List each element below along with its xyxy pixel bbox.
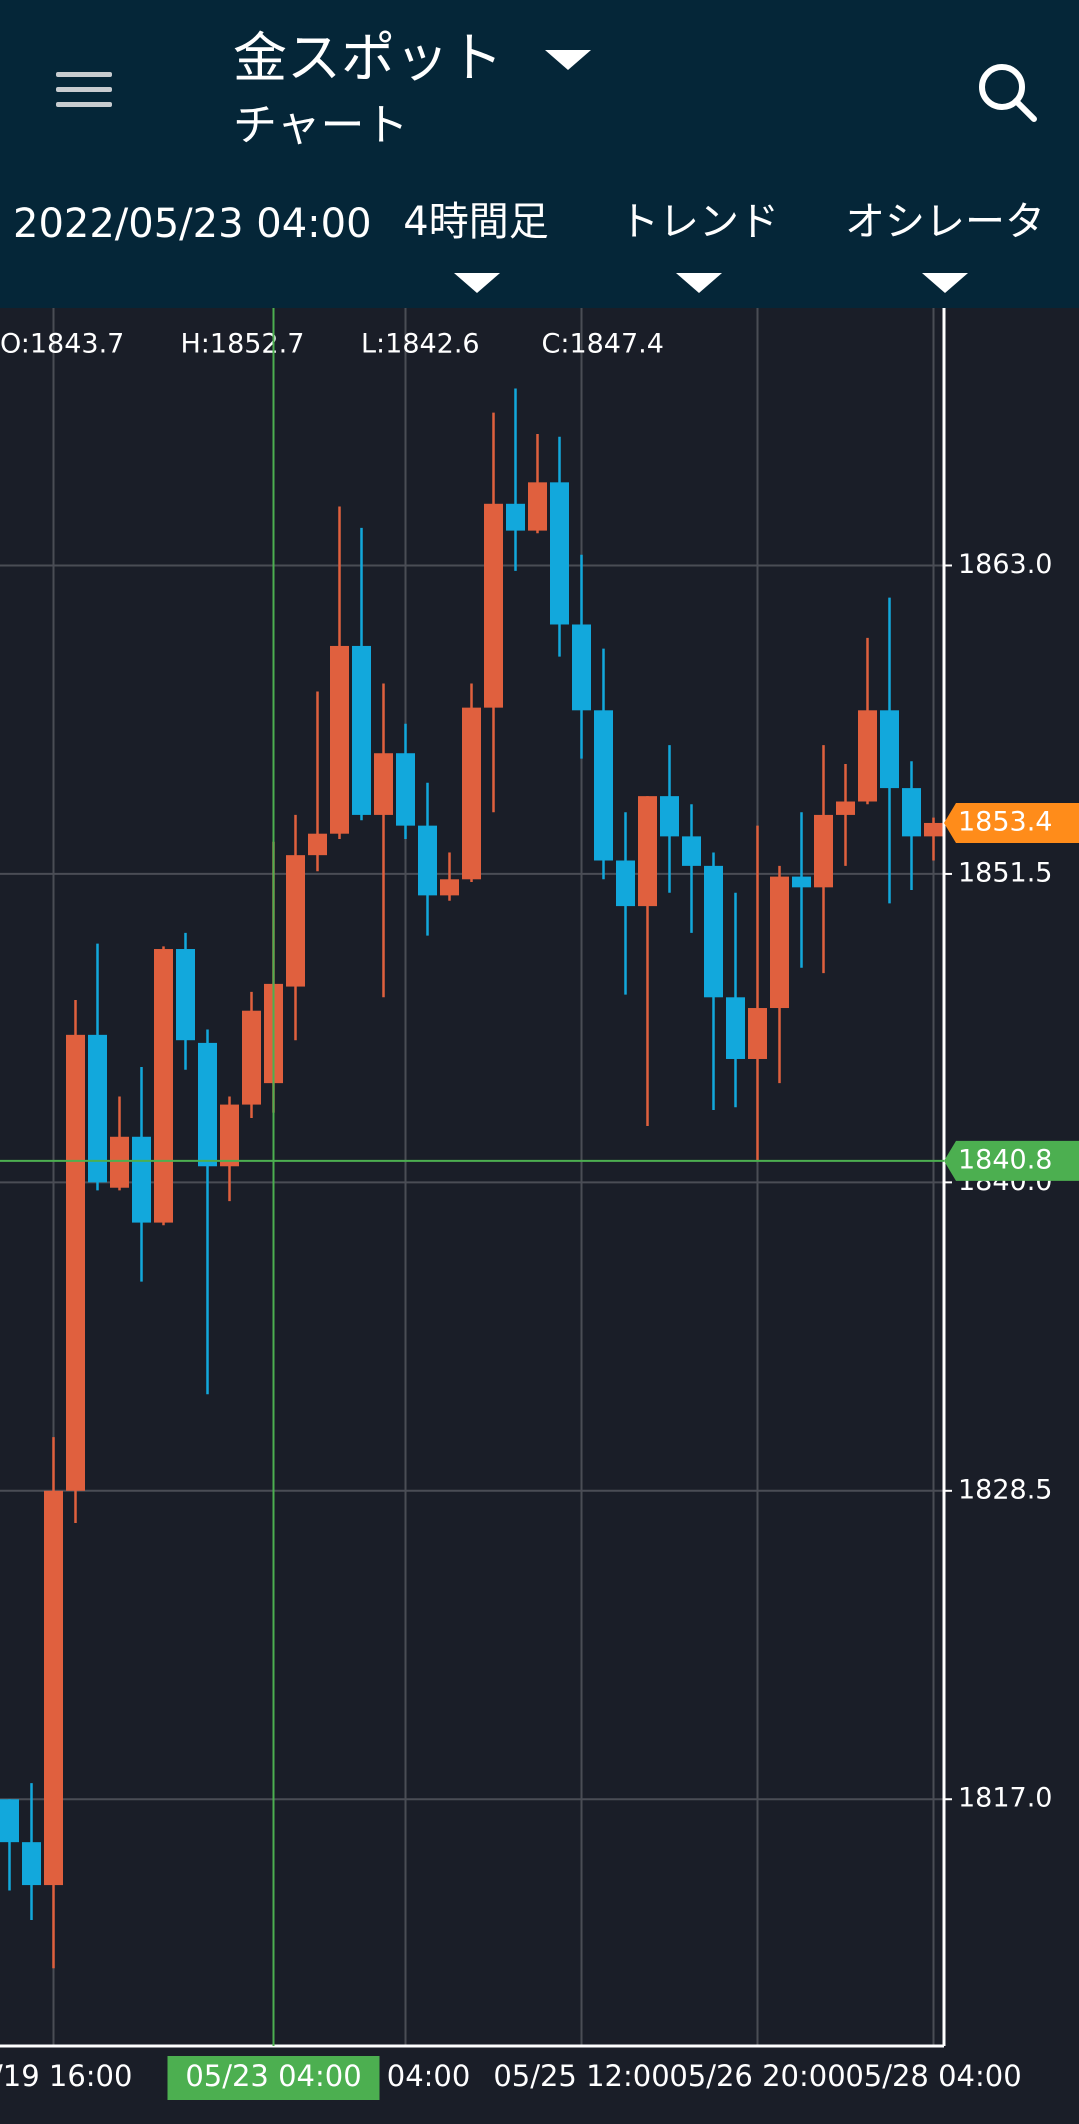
header-bar bbox=[0, 0, 1079, 308]
candle-body bbox=[132, 1136, 151, 1223]
candle-body bbox=[22, 1842, 41, 1886]
candle-body bbox=[836, 801, 855, 815]
toolbar-trend[interactable]: トレンド bbox=[619, 199, 779, 245]
candle-body bbox=[748, 1008, 767, 1059]
toolbar-timeframe[interactable]: 4時間足 bbox=[403, 199, 548, 245]
y-tick-label: 1863.0 bbox=[958, 549, 1052, 580]
menu-button[interactable] bbox=[56, 72, 112, 107]
ohlc-readout: O:1843.7 bbox=[0, 329, 124, 360]
candle-body bbox=[374, 753, 393, 815]
candle-body bbox=[0, 1799, 19, 1843]
candle-body bbox=[770, 876, 789, 1009]
candle-body bbox=[220, 1104, 239, 1167]
chart-area bbox=[0, 308, 1079, 2120]
candle-body bbox=[660, 796, 679, 837]
toolbar-date: 2022/05/23 04:00 bbox=[13, 201, 372, 247]
x-tick-label: 5/19 16:00 bbox=[0, 2059, 132, 2093]
crosshair-time-box bbox=[167, 2056, 380, 2100]
candle-body bbox=[638, 796, 657, 907]
candle-body bbox=[418, 825, 437, 896]
last-price-label: 1853.4 bbox=[958, 806, 1052, 837]
candle-body bbox=[176, 949, 195, 1041]
x-tick-label: 05/28 04:00 bbox=[845, 2059, 1021, 2093]
candle-body bbox=[572, 624, 591, 711]
dropdown-arrow[interactable] bbox=[454, 273, 500, 293]
y-tick-label: 1828.5 bbox=[958, 1474, 1052, 1505]
candle-body bbox=[924, 822, 943, 837]
search-lens bbox=[979, 64, 1025, 110]
candle-body bbox=[330, 645, 349, 834]
candle-body bbox=[902, 788, 921, 837]
candle-body bbox=[154, 949, 173, 1223]
ohlc-readout: C:1847.4 bbox=[542, 329, 664, 360]
last-price-marker bbox=[944, 802, 1079, 843]
candle-body bbox=[396, 753, 415, 826]
candle-body bbox=[352, 645, 371, 815]
candle-body bbox=[880, 710, 899, 789]
candle-body bbox=[110, 1136, 129, 1188]
candle-body bbox=[682, 836, 701, 866]
candle-body bbox=[308, 833, 327, 856]
candle-body bbox=[198, 1042, 217, 1167]
toolbar-oscillator[interactable]: オシレータ bbox=[845, 199, 1045, 245]
dropdown-arrow[interactable] bbox=[676, 273, 722, 293]
candle-body bbox=[44, 1490, 63, 1886]
y-tick-label: 1851.5 bbox=[958, 857, 1052, 888]
menu-line bbox=[56, 72, 112, 77]
candle-body bbox=[528, 482, 547, 531]
menu-line bbox=[56, 102, 112, 107]
candle-body bbox=[594, 710, 613, 861]
search-button[interactable] bbox=[979, 64, 1037, 122]
subtitle: チャート bbox=[233, 100, 409, 151]
ohlc-readout: L:1842.6 bbox=[361, 329, 480, 360]
candle-body bbox=[506, 503, 525, 531]
candle-body bbox=[616, 860, 635, 907]
candle-body bbox=[858, 710, 877, 802]
dropdown-arrow[interactable] bbox=[922, 273, 968, 293]
candle-body bbox=[462, 707, 481, 880]
search-handle bbox=[1013, 98, 1037, 122]
candle-body bbox=[286, 855, 305, 987]
title[interactable]: 金スポット bbox=[233, 27, 503, 90]
candle-body bbox=[792, 876, 811, 888]
ohlc-readout: H:1852.7 bbox=[181, 329, 305, 360]
candle-body bbox=[440, 879, 459, 896]
y-tick-label: 1817.0 bbox=[958, 1783, 1052, 1814]
crosshair-time-label: 05/23 04:00 bbox=[185, 2059, 361, 2093]
candle-body bbox=[484, 503, 503, 708]
candle-body bbox=[814, 814, 833, 888]
candle-body bbox=[242, 1010, 261, 1105]
title-dropdown[interactable] bbox=[545, 50, 591, 70]
candle-body bbox=[550, 482, 569, 625]
x-tick-label: 05/26 20:00 bbox=[669, 2059, 845, 2093]
candle-body bbox=[704, 865, 723, 998]
crosshair-price-marker bbox=[944, 1140, 1079, 1181]
candle-body bbox=[88, 1034, 107, 1183]
candle-body bbox=[726, 997, 745, 1059]
candle-body bbox=[66, 1034, 85, 1491]
crosshair-price-label: 1840.8 bbox=[958, 1144, 1052, 1175]
menu-line bbox=[56, 87, 112, 92]
x-tick-label: 05/25 12:00 bbox=[493, 2059, 669, 2093]
